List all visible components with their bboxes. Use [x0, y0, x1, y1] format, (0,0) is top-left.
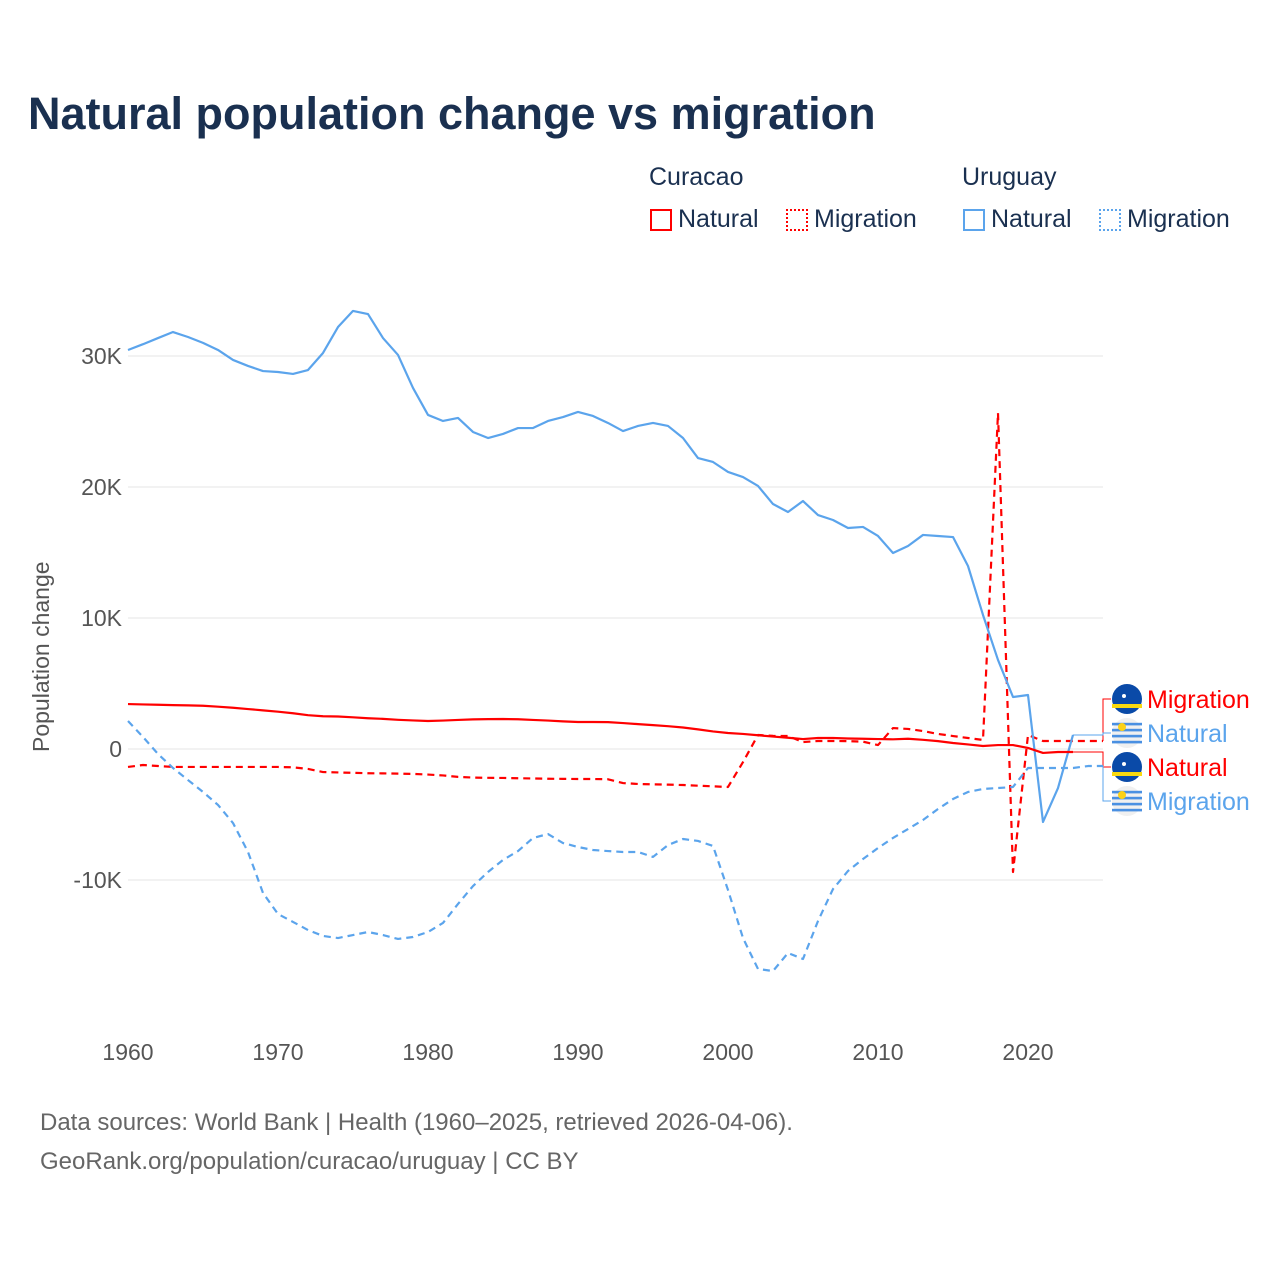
- legend-curacao-natural[interactable]: Natural: [650, 205, 759, 234]
- source-line-2[interactable]: GeoRank.org/population/curacao/uruguay |…: [40, 1148, 579, 1175]
- label-connector: [1102, 766, 1111, 802]
- x-tick-label: 1960: [102, 1039, 153, 1065]
- x-tick-label: 2010: [852, 1039, 903, 1065]
- uruguay-flag-icon: [1112, 786, 1142, 816]
- label-connector: [1102, 698, 1111, 742]
- y-tick-label: 30K: [81, 343, 123, 369]
- legend-label: Natural: [991, 205, 1072, 233]
- legend-curacao-migration[interactable]: Migration: [786, 205, 917, 234]
- x-tick-label: 2020: [1002, 1039, 1053, 1065]
- source-line-1: Data sources: World Bank | Health (1960–…: [40, 1109, 793, 1136]
- label-connector: [1073, 732, 1111, 736]
- series-line-uruguay-migration[interactable]: [127, 720, 1103, 973]
- series-line-uruguay-natural[interactable]: [127, 309, 1075, 824]
- legend-label: Natural: [678, 205, 759, 233]
- x-tick-label: 1970: [252, 1039, 303, 1065]
- legend-swatch-dotted: [1099, 208, 1121, 231]
- series-line-curacao-natural[interactable]: [127, 702, 1073, 755]
- legend-group-curacao: Curacao: [649, 163, 744, 191]
- y-tick-label: -10K: [73, 867, 122, 893]
- chart-title: Natural population change vs migration: [28, 88, 876, 139]
- y-tick-label: 20K: [81, 474, 123, 500]
- y-tick-label: 0: [109, 736, 122, 762]
- label-connector: [1073, 751, 1111, 768]
- curacao-flag-icon: [1112, 752, 1142, 782]
- series-end-label: Natural: [1147, 754, 1228, 782]
- series-end-label: Natural: [1147, 720, 1228, 748]
- x-tick-label: 1990: [552, 1039, 603, 1065]
- series-end-label: Migration: [1147, 788, 1250, 816]
- series-end-label: Migration: [1147, 686, 1250, 714]
- legend-swatch-solid: [650, 208, 672, 231]
- curacao-flag-icon: [1112, 684, 1142, 714]
- x-tick-label: 1980: [402, 1039, 453, 1065]
- y-tick-label: 10K: [81, 605, 123, 631]
- legend-swatch-solid: [963, 208, 985, 231]
- legend-swatch-dotted: [786, 208, 808, 231]
- uruguay-flag-icon: [1112, 718, 1142, 748]
- legend-uruguay-natural[interactable]: Natural: [963, 205, 1072, 234]
- legend-group-uruguay: Uruguay: [962, 163, 1057, 191]
- x-tick-label: 2000: [702, 1039, 753, 1065]
- legend-label: Migration: [814, 205, 917, 233]
- series-line-curacao-migration[interactable]: [127, 411, 1103, 874]
- legend-label: Migration: [1127, 205, 1230, 233]
- legend-uruguay-migration[interactable]: Migration: [1099, 205, 1230, 234]
